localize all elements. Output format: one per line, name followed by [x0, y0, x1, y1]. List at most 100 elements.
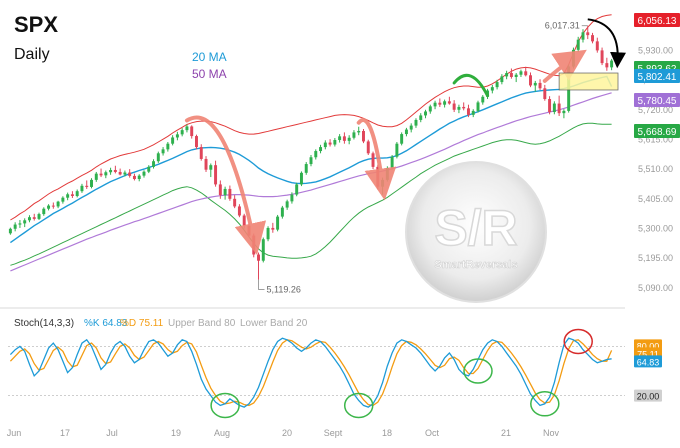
price-badge	[634, 124, 680, 138]
price-tick-label: 5,405.00	[638, 194, 673, 204]
candle-body	[438, 102, 442, 105]
oversold-circle	[210, 392, 240, 419]
price-badge-label: 5,668.69	[638, 127, 677, 138]
candle-body	[447, 101, 451, 104]
candle-body	[471, 110, 475, 115]
stoch-badge-label: 64.83	[637, 357, 660, 367]
candle-body	[591, 35, 595, 42]
candle-body	[385, 168, 389, 180]
candle-body	[543, 88, 547, 100]
stoch-badge	[634, 389, 662, 402]
candle-body	[18, 223, 22, 225]
candle-body	[137, 175, 141, 180]
candle-body	[8, 228, 12, 234]
candle-body	[500, 76, 504, 83]
candle-body	[242, 215, 246, 226]
black-arrow	[587, 18, 627, 69]
candle-body	[175, 134, 179, 138]
candle-body	[209, 165, 213, 170]
candle-body	[414, 119, 418, 126]
price-tick-label: 5,300.00	[638, 224, 673, 234]
candle-body	[190, 126, 194, 137]
stoch-badge-label: 75.11	[637, 349, 659, 359]
watermark-text: S/R	[434, 200, 517, 256]
time-tick-label: 18	[382, 428, 392, 438]
stoch-badge	[634, 355, 662, 368]
candle-body	[404, 129, 408, 135]
candle-body	[128, 172, 132, 176]
candle-body	[214, 165, 218, 185]
candle-body	[132, 175, 136, 180]
time-tick-label: Sept	[324, 428, 343, 438]
candle-body	[32, 217, 36, 219]
stoch-lower-label: Lower Band 20	[240, 318, 308, 329]
candle-body	[548, 99, 552, 113]
candle-body	[257, 254, 260, 261]
candle-body	[85, 185, 89, 187]
candle-body	[457, 106, 461, 110]
candle-body	[171, 137, 175, 144]
ma50-line	[10, 92, 612, 272]
candle-body	[295, 184, 299, 195]
candle-body	[271, 227, 275, 230]
candle-body	[552, 103, 556, 113]
candle-body	[118, 171, 122, 175]
candle-body	[476, 102, 480, 111]
candle-body	[428, 106, 432, 112]
decline-arc-arrow	[356, 118, 397, 201]
price-badge	[634, 93, 680, 107]
candle-body	[490, 87, 494, 91]
price-tick-label: 5,720.00	[638, 105, 673, 115]
candle-body	[104, 172, 108, 176]
candle-body	[610, 60, 614, 68]
stoch-k-line	[9, 337, 612, 408]
candle-body	[409, 125, 413, 130]
price-tick-label: 5,615.00	[638, 134, 673, 144]
candle-body	[419, 115, 423, 120]
time-tick-label: 21	[501, 428, 511, 438]
overbought-circle	[563, 328, 593, 355]
price-tick-label: 5,930.00	[638, 45, 673, 55]
candle-body	[481, 96, 485, 103]
candle-body	[51, 205, 55, 207]
bollinger-lower-line	[10, 122, 612, 266]
stoch-label: Stoch(14,3,3)	[14, 318, 74, 329]
candle-body	[581, 32, 585, 40]
time-tick-label: Nov	[543, 428, 560, 438]
decline-arc-arrow	[184, 115, 267, 255]
price-badge-label: 5,780.45	[638, 96, 677, 107]
candle-body	[338, 136, 342, 141]
price-badge-label: 6,056.13	[638, 16, 677, 27]
candle-body	[519, 71, 523, 75]
price-tick-label: 5,090.00	[638, 283, 673, 293]
watermark-logo: S/R SmartReversals	[405, 161, 547, 303]
candle-body	[228, 188, 232, 199]
candle-body	[333, 140, 337, 145]
candle-body	[328, 142, 332, 145]
candle-body	[576, 39, 580, 50]
candle-body	[99, 173, 103, 176]
candle-body	[290, 194, 294, 202]
candle-body	[285, 201, 289, 208]
candle-body	[462, 106, 466, 109]
candle-body	[37, 214, 41, 219]
candle-body	[299, 172, 303, 185]
time-tick-label: 19	[171, 428, 181, 438]
price-tick-label: 5,510.00	[638, 164, 673, 174]
candle-body	[185, 126, 189, 131]
candle-body	[199, 147, 203, 159]
price-badge	[634, 13, 680, 27]
candle-body	[180, 130, 184, 135]
stoch-header: Stoch(14,3,3) %K 64.83 %D 75.11 Upper Ba…	[14, 318, 308, 329]
legend-ma20: 20 MA	[192, 50, 227, 64]
candle-body	[390, 156, 394, 169]
candle-body	[605, 63, 609, 68]
candle-body	[371, 153, 375, 167]
chart-subtitle: Daily	[14, 46, 50, 63]
candle-body	[94, 173, 98, 180]
candle-body	[319, 147, 323, 152]
candle-body	[304, 164, 308, 173]
